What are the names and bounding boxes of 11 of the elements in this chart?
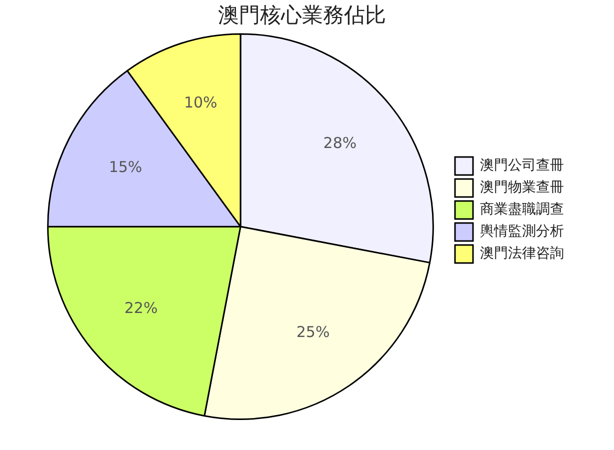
- data-label: 22%: [124, 298, 158, 317]
- legend-label: 澳門物業查冊: [480, 180, 564, 196]
- data-label: 15%: [108, 158, 142, 176]
- legend-label: 澳門法律咨詢: [480, 246, 564, 262]
- legend-label: 澳門公司查冊: [480, 158, 564, 174]
- chart-title: 澳門核心業務佔比: [218, 3, 386, 28]
- data-label: 28%: [323, 134, 357, 152]
- data-label: 10%: [184, 94, 218, 112]
- legend-label: 商業盡職調查: [480, 202, 564, 218]
- legend-label: 輿情監測分析: [480, 224, 564, 240]
- data-label: 25%: [296, 323, 330, 342]
